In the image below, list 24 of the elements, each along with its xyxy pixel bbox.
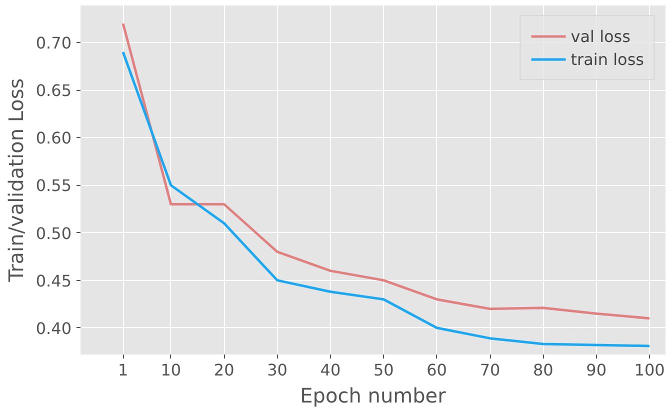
x-tick-label: 20 bbox=[214, 360, 234, 380]
y-tick-label: 0.45 bbox=[36, 271, 72, 290]
x-tick-label: 90 bbox=[586, 360, 607, 380]
x-axis-title: Epoch number bbox=[300, 384, 447, 408]
x-tick-label: 80 bbox=[533, 360, 554, 380]
y-axis-title: Train/validation Loss bbox=[4, 78, 28, 283]
x-tick-label: 100 bbox=[634, 360, 665, 380]
line-series bbox=[122, 22, 651, 320]
legend-label: train loss bbox=[570, 50, 644, 68]
x-tick-label: 1 bbox=[118, 360, 128, 380]
x-tick-label: 50 bbox=[373, 360, 394, 380]
x-tick-label: 70 bbox=[480, 360, 500, 380]
y-tick-label: 0.55 bbox=[36, 176, 72, 196]
line-series bbox=[122, 50, 651, 348]
x-tick-label: 40 bbox=[320, 360, 341, 380]
x-tick-label: 60 bbox=[426, 360, 447, 380]
y-tick-label: 0.50 bbox=[36, 224, 72, 243]
x-tick-label: 30 bbox=[267, 360, 288, 380]
y-tick-label: 0.60 bbox=[36, 128, 72, 148]
x-tick-label: 10 bbox=[160, 360, 182, 380]
y-tick-label: 0.40 bbox=[36, 318, 72, 338]
y-tick-label: 0.65 bbox=[36, 81, 72, 100]
legend-label: val loss bbox=[570, 26, 630, 46]
y-tick-label: 0.70 bbox=[36, 34, 72, 53]
